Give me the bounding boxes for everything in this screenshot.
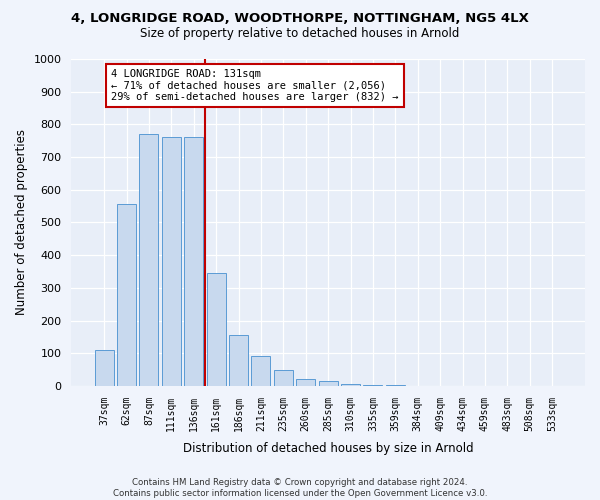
Bar: [296, 380, 315, 386]
Text: 4, LONGRIDGE ROAD, WOODTHORPE, NOTTINGHAM, NG5 4LX: 4, LONGRIDGE ROAD, WOODTHORPE, NOTTINGHA…: [71, 12, 529, 26]
Text: 4 LONGRIDGE ROAD: 131sqm
← 71% of detached houses are smaller (2,056)
29% of sem: 4 LONGRIDGE ROAD: 131sqm ← 71% of detach…: [111, 69, 398, 102]
Bar: [95, 350, 113, 386]
Text: Contains HM Land Registry data © Crown copyright and database right 2024.
Contai: Contains HM Land Registry data © Crown c…: [113, 478, 487, 498]
Bar: [184, 138, 203, 386]
X-axis label: Distribution of detached houses by size in Arnold: Distribution of detached houses by size …: [183, 442, 473, 455]
Bar: [341, 384, 360, 386]
Bar: [206, 273, 226, 386]
Bar: [274, 370, 293, 386]
Bar: [139, 134, 158, 386]
Bar: [229, 335, 248, 386]
Bar: [162, 138, 181, 386]
Text: Size of property relative to detached houses in Arnold: Size of property relative to detached ho…: [140, 28, 460, 40]
Bar: [251, 356, 271, 386]
Bar: [117, 204, 136, 386]
Y-axis label: Number of detached properties: Number of detached properties: [15, 130, 28, 316]
Bar: [319, 381, 338, 386]
Bar: [364, 385, 382, 386]
